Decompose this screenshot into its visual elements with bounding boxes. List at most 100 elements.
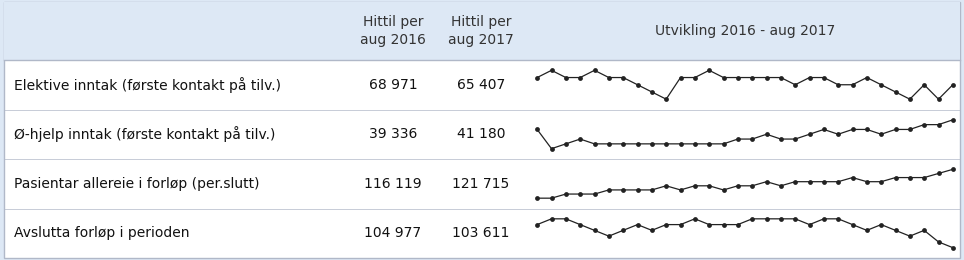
Point bbox=[788, 217, 803, 221]
Point bbox=[873, 223, 889, 227]
Point bbox=[830, 217, 845, 221]
Point bbox=[788, 180, 803, 184]
Point bbox=[802, 75, 817, 80]
Point bbox=[817, 180, 832, 184]
Point bbox=[544, 147, 559, 151]
Point bbox=[830, 83, 845, 87]
Point bbox=[859, 228, 874, 232]
Point bbox=[602, 75, 617, 80]
Point bbox=[844, 223, 860, 227]
Point bbox=[573, 192, 588, 196]
Point bbox=[788, 83, 803, 87]
Point bbox=[716, 142, 732, 146]
Point bbox=[629, 83, 645, 87]
Text: 68 971: 68 971 bbox=[368, 78, 417, 92]
Text: Hittil per
aug 2017: Hittil per aug 2017 bbox=[448, 15, 514, 47]
Point bbox=[744, 217, 760, 221]
Point bbox=[945, 246, 960, 250]
Point bbox=[945, 167, 960, 171]
Point bbox=[917, 122, 932, 127]
Point bbox=[773, 184, 789, 188]
Point bbox=[873, 83, 889, 87]
Point bbox=[558, 217, 574, 221]
Point bbox=[917, 176, 932, 180]
Text: Avslutta forløp i perioden: Avslutta forløp i perioden bbox=[14, 226, 190, 240]
Text: 65 407: 65 407 bbox=[457, 78, 505, 92]
Point bbox=[802, 180, 817, 184]
Point bbox=[730, 184, 745, 188]
Point bbox=[658, 97, 674, 101]
Point bbox=[873, 180, 889, 184]
Point bbox=[587, 142, 602, 146]
Point bbox=[615, 228, 630, 232]
Point bbox=[629, 142, 645, 146]
Point bbox=[544, 217, 559, 221]
Point bbox=[702, 223, 717, 227]
Point bbox=[573, 75, 588, 80]
Point bbox=[558, 142, 574, 146]
Point bbox=[844, 127, 860, 132]
Point bbox=[587, 228, 602, 232]
Point bbox=[888, 228, 903, 232]
Text: 104 977: 104 977 bbox=[364, 226, 421, 240]
Point bbox=[802, 132, 817, 136]
Point bbox=[644, 90, 659, 94]
Point bbox=[644, 188, 659, 192]
Point bbox=[730, 137, 745, 141]
Point bbox=[602, 234, 617, 238]
Point bbox=[702, 184, 717, 188]
Point bbox=[629, 188, 645, 192]
Point bbox=[931, 97, 947, 101]
Text: Ø-hjelp inntak (første kontakt på tilv.): Ø-hjelp inntak (første kontakt på tilv.) bbox=[14, 126, 276, 142]
Point bbox=[917, 228, 932, 232]
Point bbox=[544, 196, 559, 200]
Text: 116 119: 116 119 bbox=[364, 177, 422, 191]
Text: Utvikling 2016 - aug 2017: Utvikling 2016 - aug 2017 bbox=[655, 24, 835, 38]
Point bbox=[702, 142, 717, 146]
Point bbox=[888, 176, 903, 180]
Point bbox=[830, 132, 845, 136]
Point bbox=[529, 127, 545, 132]
Point bbox=[558, 192, 574, 196]
Point bbox=[529, 196, 545, 200]
Point bbox=[687, 142, 703, 146]
Point bbox=[658, 223, 674, 227]
Point bbox=[602, 188, 617, 192]
Point bbox=[759, 217, 774, 221]
Point bbox=[687, 217, 703, 221]
Point bbox=[673, 75, 688, 80]
Point bbox=[902, 176, 918, 180]
Point bbox=[744, 75, 760, 80]
Point bbox=[788, 137, 803, 141]
Point bbox=[644, 228, 659, 232]
Text: 103 611: 103 611 bbox=[452, 226, 510, 240]
Point bbox=[744, 137, 760, 141]
Point bbox=[873, 132, 889, 136]
Point bbox=[587, 192, 602, 196]
Point bbox=[859, 75, 874, 80]
Point bbox=[917, 83, 932, 87]
Point bbox=[558, 75, 574, 80]
Text: 121 715: 121 715 bbox=[452, 177, 510, 191]
Point bbox=[931, 240, 947, 244]
Point bbox=[615, 75, 630, 80]
Point bbox=[573, 223, 588, 227]
Point bbox=[615, 142, 630, 146]
Point bbox=[687, 184, 703, 188]
Point bbox=[716, 75, 732, 80]
Point bbox=[931, 122, 947, 127]
Point bbox=[902, 97, 918, 101]
Point bbox=[773, 137, 789, 141]
Point bbox=[529, 75, 545, 80]
Point bbox=[945, 83, 960, 87]
Point bbox=[615, 188, 630, 192]
Point bbox=[817, 217, 832, 221]
Point bbox=[658, 184, 674, 188]
Point bbox=[802, 223, 817, 227]
Point bbox=[902, 127, 918, 132]
Text: 39 336: 39 336 bbox=[369, 127, 417, 141]
Point bbox=[859, 127, 874, 132]
Point bbox=[587, 68, 602, 72]
Point bbox=[844, 176, 860, 180]
Point bbox=[673, 223, 688, 227]
